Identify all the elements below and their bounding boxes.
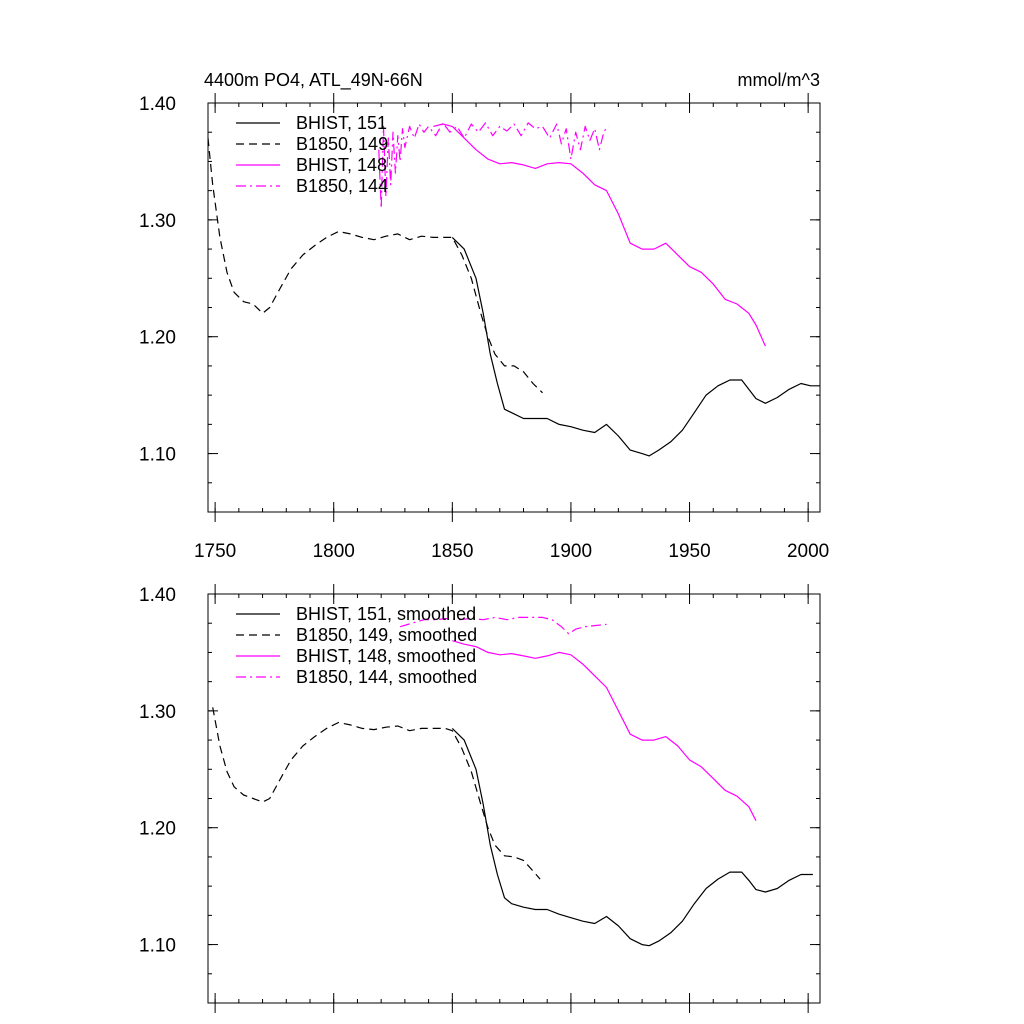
- legend-label: B1850, 144: [296, 176, 388, 196]
- series-line-4: [399, 616, 607, 635]
- y-tick-label: 1.40: [139, 585, 176, 606]
- x-tick-label: 1950: [668, 541, 710, 562]
- legend-label: B1850, 144, smoothed: [296, 667, 477, 687]
- legend-label: BHIST, 151, smoothed: [296, 604, 476, 624]
- series-line-1: [451, 727, 813, 947]
- series-line-2: [207, 138, 543, 394]
- x-tick-label: 1800: [313, 541, 355, 562]
- y-tick-label: 1.10: [139, 445, 176, 466]
- series-line-3: [452, 640, 757, 821]
- y-tick-label: 1.20: [139, 819, 176, 840]
- legend-label: BHIST, 151: [296, 113, 387, 133]
- x-tick-label: 1900: [550, 541, 592, 562]
- x-tick-label: 1750: [194, 541, 236, 562]
- series-line-3: [433, 123, 766, 347]
- y-tick-label: 1.10: [139, 936, 176, 957]
- y-tick-label: 1.30: [139, 211, 176, 232]
- legend-label: BHIST, 148, smoothed: [296, 646, 476, 666]
- chart-title: 4400m PO4, ATL_49N-66N: [204, 70, 423, 91]
- x-tick-label: 1850: [431, 541, 473, 562]
- legend-label: BHIST, 148: [296, 155, 387, 175]
- series-line-4: [378, 122, 610, 209]
- y-tick-label: 1.20: [139, 328, 176, 349]
- series-line-1: [451, 236, 820, 457]
- top-panel: 1.10 1.20 1.30 1.40 1750 1800 1850 1900 1950 2000…: [139, 93, 829, 562]
- legend-label: B1850, 149: [296, 134, 388, 154]
- x-tick-label: 2000: [787, 541, 829, 562]
- y-tick-label: 1.30: [139, 702, 176, 723]
- y-tick-label: 1.40: [139, 94, 176, 115]
- legend-label: B1850, 149, smoothed: [296, 625, 477, 645]
- series-line-2: [212, 707, 541, 880]
- units-label: mmol/m^3: [738, 70, 820, 90]
